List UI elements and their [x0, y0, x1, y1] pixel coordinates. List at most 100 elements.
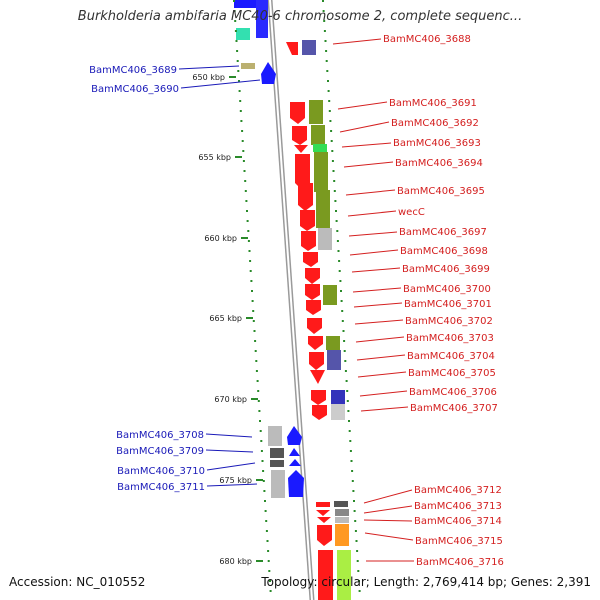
- leader-3701: [353, 302, 403, 308]
- leader-3695: [345, 189, 396, 196]
- gene-3711[interactable]: [288, 470, 304, 497]
- gene-3700[interactable]: [305, 284, 320, 300]
- cat-3692: [311, 125, 325, 145]
- label-3694[interactable]: BamMC406_3694: [395, 158, 483, 169]
- gene-3707[interactable]: [312, 405, 327, 420]
- leader-3712: [363, 489, 413, 504]
- scale-dot: [331, 160, 334, 162]
- gene-3699[interactable]: [305, 268, 320, 284]
- label-3691[interactable]: BamMC406_3691: [389, 98, 477, 109]
- gene-3713[interactable]: [316, 510, 330, 516]
- scale-dot: [255, 370, 258, 372]
- tick-680: 680 kbp: [219, 557, 252, 566]
- gene-3716[interactable]: [318, 550, 333, 600]
- gene-3709[interactable]: [289, 448, 300, 456]
- label-3707[interactable]: BamMC406_3707: [410, 403, 498, 414]
- gene-3702[interactable]: [307, 318, 322, 334]
- cat-3703: [326, 336, 340, 350]
- gene-wecC[interactable]: [300, 210, 315, 231]
- label-3700[interactable]: BamMC406_3700: [403, 284, 491, 295]
- gene-3714[interactable]: [317, 517, 331, 523]
- scale-dot: [261, 460, 264, 462]
- gene-3708[interactable]: [287, 426, 302, 445]
- scale-dot: [263, 490, 266, 492]
- gene-3705[interactable]: [310, 370, 325, 384]
- scale-dot: [244, 190, 247, 192]
- label-3689[interactable]: BamMC406_3689: [89, 65, 177, 76]
- label-3699[interactable]: BamMC406_3699: [402, 264, 490, 275]
- label-3705[interactable]: BamMC406_3705: [408, 368, 496, 379]
- scale-dot: [332, 170, 335, 172]
- label-3715[interactable]: BamMC406_3715: [415, 536, 503, 547]
- scale-dot: [351, 480, 354, 482]
- gene-3688[interactable]: [286, 42, 298, 55]
- scale-dot: [260, 440, 263, 442]
- label-3708[interactable]: BamMC406_3708: [116, 430, 204, 441]
- scale-dot: [328, 100, 331, 102]
- cat-3706: [331, 390, 345, 404]
- gene-3694[interactable]: [295, 154, 310, 190]
- scale-dot: [241, 140, 244, 142]
- gene-3710[interactable]: [289, 459, 301, 466]
- scale-dot: [265, 520, 268, 522]
- label-3709[interactable]: BamMC406_3709: [116, 446, 204, 457]
- label-wecC[interactable]: wecC: [398, 207, 425, 218]
- scale-dot: [344, 370, 347, 372]
- gene-top-blue-2[interactable]: [256, 0, 268, 38]
- gene-3689[interactable]: [241, 63, 255, 69]
- scale-dot: [246, 220, 249, 222]
- scale-dot: [325, 50, 328, 52]
- label-3688[interactable]: BamMC406_3688: [383, 34, 471, 45]
- scale-dot: [252, 310, 255, 312]
- gene-3703[interactable]: [308, 336, 323, 350]
- gene-3712[interactable]: [316, 502, 330, 507]
- label-3711[interactable]: BamMC406_3711: [117, 482, 205, 493]
- leader-3708: [205, 433, 253, 438]
- scale-dot: [254, 350, 257, 352]
- label-3710[interactable]: BamMC406_3710: [117, 466, 205, 477]
- scale-dot: [352, 490, 355, 492]
- gene-3706[interactable]: [311, 390, 326, 405]
- label-3690[interactable]: BamMC406_3690: [91, 84, 179, 95]
- scale-dot: [340, 300, 343, 302]
- gene-3704[interactable]: [309, 352, 324, 370]
- label-3701[interactable]: BamMC406_3701: [404, 299, 492, 310]
- gene-3701[interactable]: [306, 300, 321, 315]
- tick-655: 655 kbp: [198, 153, 231, 162]
- gene-top-teal[interactable]: [236, 28, 250, 40]
- label-3698[interactable]: BamMC406_3698: [400, 246, 488, 257]
- category-track: [309, 100, 345, 420]
- gene-3693[interactable]: [294, 145, 308, 153]
- gene-3715[interactable]: [317, 525, 332, 546]
- label-3713[interactable]: BamMC406_3713: [414, 501, 502, 512]
- gene-3695[interactable]: [298, 183, 313, 211]
- leader-3709: [205, 449, 254, 453]
- gene-top-blue-1[interactable]: [234, 0, 264, 8]
- cat-3716: [337, 550, 351, 600]
- label-3692[interactable]: BamMC406_3692: [391, 118, 479, 129]
- label-3702[interactable]: BamMC406_3702: [405, 316, 493, 327]
- scale-dot: [264, 510, 267, 512]
- label-3712[interactable]: BamMC406_3712: [414, 485, 502, 496]
- label-3704[interactable]: BamMC406_3704: [407, 351, 495, 362]
- gene-3690[interactable]: [261, 62, 276, 84]
- leader-3705: [357, 371, 407, 378]
- scale-dot: [251, 290, 253, 292]
- scale-dot: [238, 80, 240, 82]
- label-3695[interactable]: BamMC406_3695: [397, 186, 485, 197]
- label-3716[interactable]: BamMC406_3716: [416, 557, 504, 568]
- gene-3698[interactable]: [303, 252, 318, 267]
- cat-3691: [309, 100, 323, 124]
- scale-dot: [239, 110, 242, 112]
- leader-3713: [363, 505, 413, 514]
- gene-3691[interactable]: [290, 102, 305, 124]
- label-3693[interactable]: BamMC406_3693: [393, 138, 481, 149]
- gene-3692[interactable]: [292, 126, 307, 145]
- label-3714[interactable]: BamMC406_3714: [414, 516, 502, 527]
- label-3706[interactable]: BamMC406_3706: [409, 387, 497, 398]
- scale-dot: [246, 210, 248, 212]
- label-3697[interactable]: BamMC406_3697: [399, 227, 487, 238]
- gene-3697[interactable]: [301, 231, 316, 251]
- label-3703[interactable]: BamMC406_3703: [406, 333, 494, 344]
- scale-dot: [329, 120, 332, 122]
